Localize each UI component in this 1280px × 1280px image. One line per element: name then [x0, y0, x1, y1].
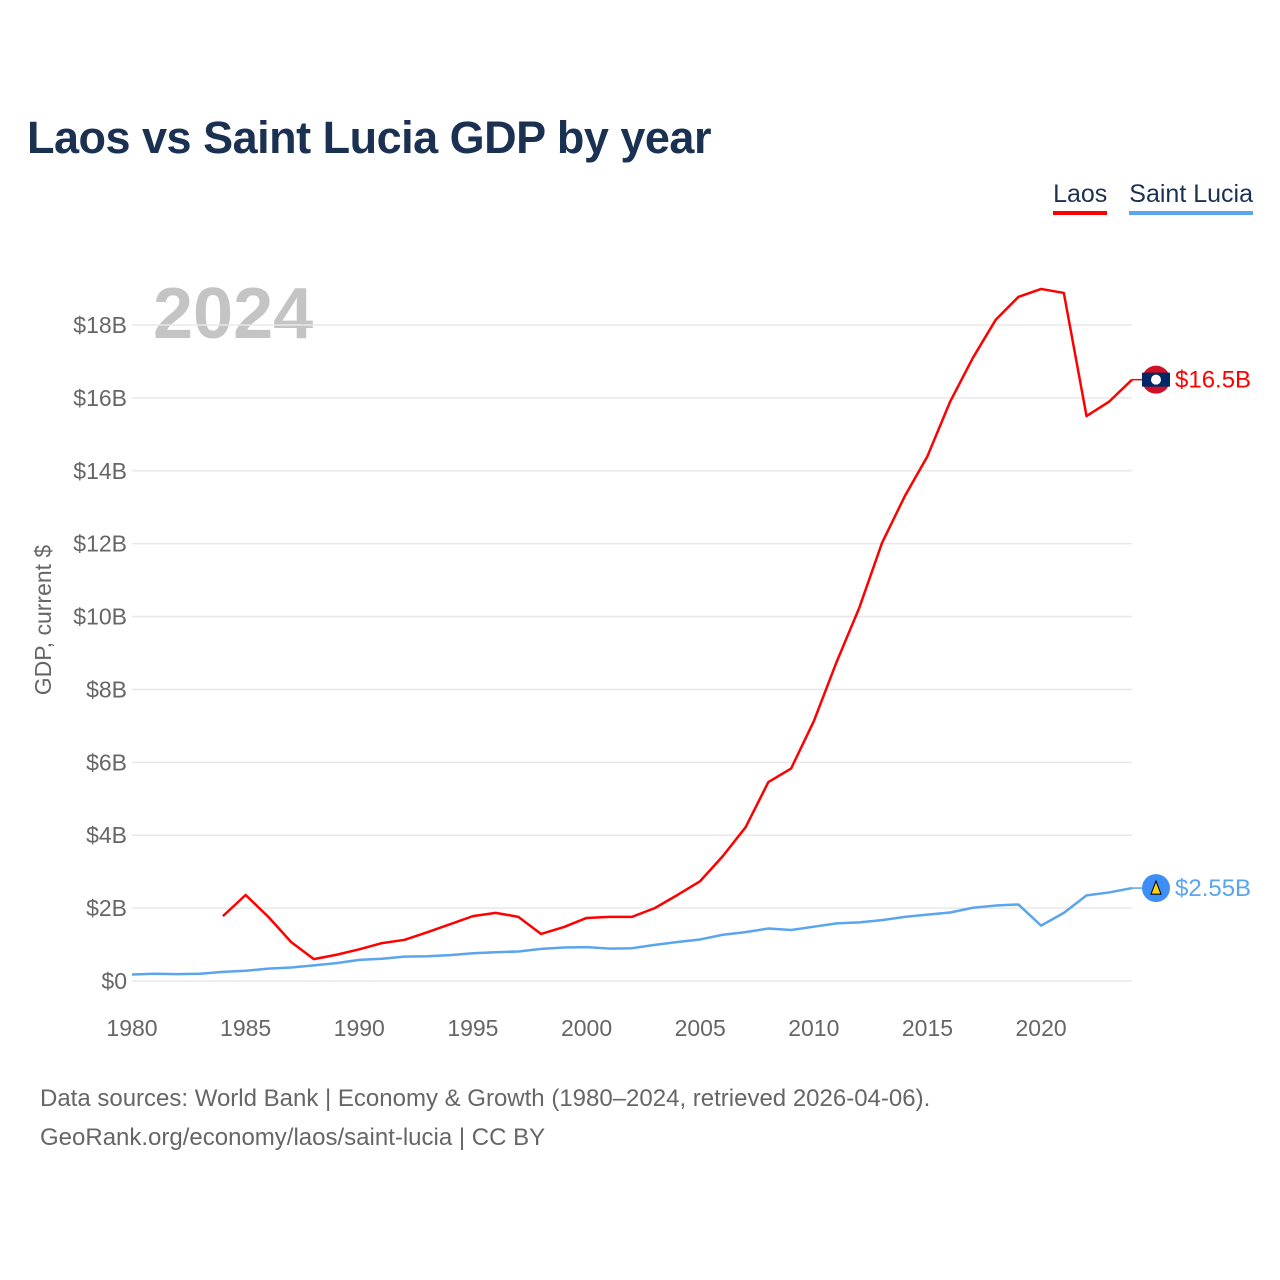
- y-tick-label: $2B: [86, 895, 127, 921]
- x-tick-label: 2015: [902, 1015, 953, 1041]
- y-tick-label: $16B: [73, 385, 127, 411]
- legend: Laos Saint Lucia: [1053, 180, 1253, 215]
- x-tick-label: 1995: [447, 1015, 498, 1041]
- y-tick-label: $4B: [86, 822, 127, 848]
- end-value-label: $16.5B: [1175, 367, 1251, 394]
- x-tick-label: 2010: [788, 1015, 839, 1041]
- x-tick-label: 1990: [334, 1015, 385, 1041]
- series-line-saint-lucia: [131, 886, 1133, 976]
- chart-title: Laos vs Saint Lucia GDP by year: [27, 112, 711, 163]
- x-tick-label: 2020: [1016, 1015, 1067, 1041]
- year-watermark: 2024: [153, 274, 313, 354]
- laos-flag-disc: [1151, 374, 1161, 385]
- legend-item-saint-lucia[interactable]: Saint Lucia: [1129, 180, 1253, 215]
- y-tick-label: $10B: [73, 604, 127, 630]
- footer-link[interactable]: GeoRank.org/economy/laos/saint-lucia | C…: [40, 1124, 546, 1151]
- y-tick-label: $0: [101, 968, 127, 994]
- y-tick-label: $8B: [86, 676, 127, 702]
- y-tick-label: $18B: [73, 312, 127, 338]
- x-tick-label: 2005: [675, 1015, 726, 1041]
- y-tick-label: $14B: [73, 458, 127, 484]
- series-line-laos: [222, 287, 1133, 961]
- x-tick-label: 1980: [106, 1015, 157, 1041]
- end-value-label: $2.55B: [1175, 875, 1251, 902]
- x-tick-label: 1985: [220, 1015, 271, 1041]
- legend-item-laos[interactable]: Laos: [1053, 180, 1108, 215]
- saint-lucia-flag-triangle: [1150, 879, 1162, 895]
- y-axis-label: GDP, current $: [30, 545, 56, 696]
- x-tick-label: 2000: [561, 1015, 612, 1041]
- y-tick-label: $6B: [86, 749, 127, 775]
- y-tick-label: $12B: [73, 531, 127, 557]
- footer-sources: Data sources: World Bank | Economy & Gro…: [40, 1085, 931, 1112]
